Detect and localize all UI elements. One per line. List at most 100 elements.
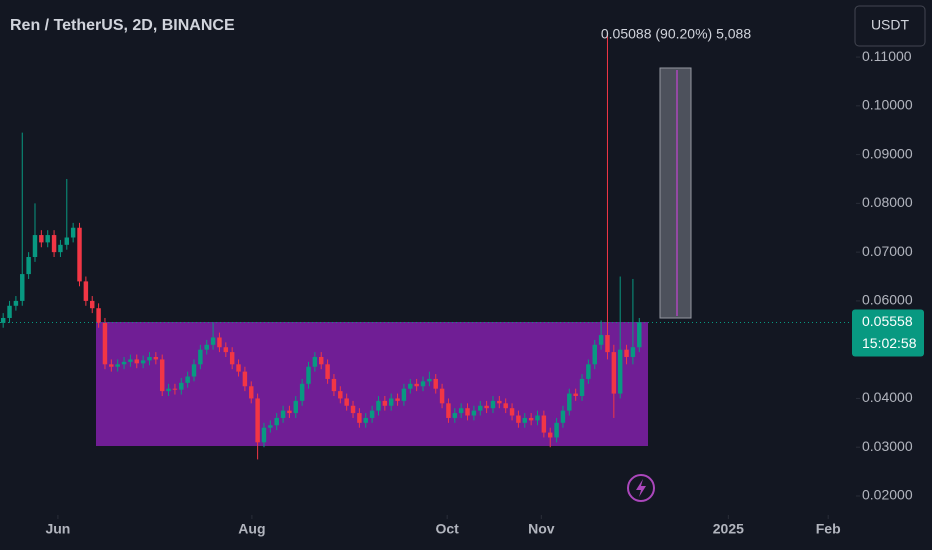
candle-body: [420, 381, 426, 387]
candle-body: [490, 400, 496, 409]
candle-body: [109, 364, 114, 367]
candle-body: [547, 432, 553, 438]
candle-body: [0, 317, 6, 323]
candle-body: [115, 364, 120, 367]
candle-body: [51, 235, 57, 253]
y-tick-label: 0.06000: [862, 292, 913, 308]
candle-body: [350, 405, 356, 414]
x-tick-label: 2025: [713, 521, 744, 537]
candle-body: [70, 227, 76, 238]
candle-body: [624, 349, 629, 357]
candle-body: [96, 308, 101, 323]
candle-body: [185, 376, 190, 383]
candle-body: [357, 413, 362, 423]
candle-body: [637, 322, 642, 348]
candle-body: [503, 403, 508, 409]
x-tick-label: Aug: [238, 521, 265, 537]
candle-body: [255, 398, 260, 443]
candle-body: [77, 227, 82, 282]
candle-body: [319, 356, 324, 365]
candle-body: [102, 322, 108, 365]
candle-body: [592, 344, 597, 365]
y-tick-label: 0.07000: [862, 243, 913, 259]
candle-body: [382, 400, 388, 406]
candle-body: [497, 400, 502, 404]
candle-body: [306, 366, 311, 384]
candle-body: [535, 415, 540, 421]
candle-body: [153, 356, 159, 360]
candle-body: [401, 388, 407, 401]
candle-body: [478, 405, 483, 411]
candle-body: [179, 382, 184, 390]
candle-body: [198, 349, 203, 365]
candle-body: [261, 427, 267, 443]
candle-body: [134, 359, 139, 364]
candle-body: [509, 408, 515, 416]
candle-body: [541, 415, 547, 433]
candle-body: [229, 352, 235, 365]
candle-body: [223, 347, 229, 353]
candle-body: [64, 237, 70, 245]
candle-body: [458, 408, 464, 414]
currency-label: USDT: [871, 17, 910, 33]
y-tick-label: 0.09000: [862, 145, 913, 161]
candle-body: [159, 359, 165, 392]
y-tick-label: 0.02000: [862, 487, 913, 503]
candle-body: [528, 417, 534, 421]
y-tick-label: 0.10000: [862, 97, 913, 113]
candle-body: [395, 398, 400, 401]
candle-body: [598, 335, 604, 345]
candle-body: [147, 356, 152, 361]
candle-body: [363, 417, 368, 423]
candle-body: [299, 383, 305, 401]
candle-body: [13, 300, 19, 306]
last-price-label: 0.05558: [862, 313, 913, 329]
chart-title: Ren / TetherUS, 2D, BINANCE: [10, 17, 235, 34]
range-box: [96, 322, 648, 446]
candle-body: [427, 378, 432, 382]
candle-body: [58, 244, 63, 253]
candle-body: [611, 352, 617, 394]
y-tick-label: 0.11000: [862, 48, 912, 64]
last-price-box: [852, 309, 924, 357]
candle-body: [586, 364, 591, 379]
y-tick-label: 0.03000: [862, 438, 913, 454]
candle-body: [83, 281, 89, 301]
candle-body: [484, 405, 489, 409]
candle-body: [90, 300, 95, 309]
y-tick-label: 0.08000: [862, 194, 913, 210]
candle-body: [331, 378, 337, 392]
candle-body: [249, 386, 254, 399]
alert-icon[interactable]: [627, 474, 655, 502]
currency-button[interactable]: [854, 5, 926, 47]
x-tick-label: Oct: [436, 521, 460, 537]
candle-body: [236, 364, 241, 372]
candle-body: [471, 410, 477, 416]
candle-body: [128, 359, 133, 362]
candle-body: [579, 378, 585, 397]
candle-body: [121, 361, 127, 365]
candle-body: [287, 410, 292, 414]
candle-body: [465, 408, 470, 416]
candle-body: [433, 378, 438, 389]
candle-body: [204, 344, 209, 350]
candle-body: [452, 413, 458, 418]
candle-body: [617, 349, 623, 394]
candle-body: [414, 383, 419, 387]
candle-body: [217, 337, 222, 348]
candle-body: [312, 356, 318, 367]
x-tick-label: Nov: [528, 521, 555, 537]
candle-body: [605, 335, 610, 353]
candle-body: [567, 393, 572, 411]
candle-body: [338, 391, 343, 399]
candle-body: [32, 235, 38, 258]
candle-body: [522, 417, 528, 423]
countdown-label: 15:02:58: [862, 335, 917, 351]
alert-bolt: [636, 479, 646, 497]
candle-body: [140, 360, 146, 364]
candle-body: [439, 388, 445, 404]
candle-body: [446, 403, 451, 418]
measure-annotation: 0.05088 (90.20%) 5,088: [601, 26, 751, 42]
candle-body: [166, 388, 171, 392]
